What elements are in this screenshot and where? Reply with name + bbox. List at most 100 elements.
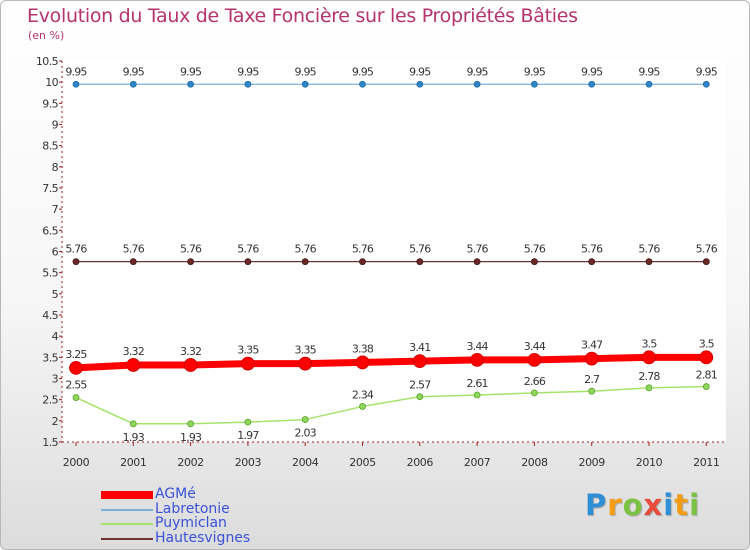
y-tick-label: 2.5	[42, 394, 58, 407]
data-point-labretonie	[301, 80, 309, 88]
legend-swatch-hautesvignes	[101, 537, 153, 540]
data-label-agm: 3.25	[65, 348, 87, 361]
y-tick-label: 1.5	[42, 436, 58, 449]
data-point-puymiclan	[531, 389, 538, 397]
data-point-puymiclan	[244, 418, 252, 426]
legend-label-agme: AGMé	[155, 486, 196, 502]
data-point-agm	[584, 351, 599, 366]
data-point-puymiclan	[588, 387, 596, 395]
data-label-puymiclan: 2.61	[466, 377, 487, 390]
y-tick-label: 9	[52, 119, 59, 132]
data-label-hautesvignes: 5.76	[638, 243, 660, 256]
data-label-puymiclan: 2.66	[524, 375, 546, 388]
data-label-labretonie: 9.95	[123, 65, 145, 78]
data-label-labretonie: 9.95	[466, 65, 488, 78]
x-tick-label: 2009	[578, 456, 605, 469]
data-point-puymiclan	[129, 420, 137, 428]
data-label-hautesvignes: 5.76	[524, 243, 546, 256]
data-label-agm: 3.5	[699, 337, 715, 350]
data-point-labretonie	[531, 80, 538, 88]
data-label-puymiclan: 2.78	[638, 370, 660, 383]
data-label-puymiclan: 1.93	[180, 431, 202, 444]
data-label-labretonie: 9.95	[524, 65, 546, 78]
data-label-hautesvignes: 5.76	[295, 243, 317, 256]
data-label-agm: 3.44	[524, 340, 546, 353]
data-point-hautesvignes	[645, 258, 653, 266]
data-label-agm: 3.38	[352, 342, 374, 355]
data-point-hautesvignes	[187, 258, 195, 266]
data-point-hautesvignes	[359, 258, 366, 266]
logo-letter: P	[585, 488, 608, 522]
legend-label-labretonie: Labretonie	[155, 500, 230, 517]
unit-label: (en %)	[28, 29, 65, 42]
logo-letter: o	[622, 488, 644, 522]
y-tick-label: 4.5	[42, 309, 58, 322]
data-point-agm	[69, 361, 83, 375]
data-label-hautesvignes: 5.76	[65, 243, 87, 256]
x-tick-label: 2006	[407, 456, 434, 469]
y-tick-label: 3	[52, 373, 59, 386]
y-tick-label: 4	[52, 330, 59, 343]
data-point-agm	[298, 356, 313, 371]
data-point-hautesvignes	[244, 258, 252, 266]
data-point-labretonie	[645, 80, 653, 88]
y-tick-label: 7.5	[42, 182, 58, 195]
legend-swatch-labretonie	[101, 508, 153, 511]
data-point-agm	[527, 352, 542, 367]
y-tick-label: 3.5	[42, 351, 58, 364]
data-label-labretonie: 9.95	[352, 65, 374, 78]
data-label-agm: 3.44	[466, 340, 488, 353]
data-point-hautesvignes	[129, 258, 137, 266]
y-tick-label: 7	[52, 203, 59, 216]
data-label-labretonie: 9.95	[409, 65, 431, 78]
x-tick-label: 2007	[464, 456, 491, 469]
data-label-puymiclan: 2.34	[352, 388, 374, 401]
data-label-labretonie: 9.95	[581, 65, 603, 78]
data-point-agm	[412, 354, 427, 369]
x-tick-label: 2011	[693, 456, 719, 469]
data-label-hautesvignes: 5.76	[123, 243, 145, 256]
data-label-puymiclan: 2.03	[295, 427, 317, 440]
data-point-agm	[240, 356, 255, 371]
data-point-puymiclan	[359, 403, 366, 410]
y-tick-label: 8.5	[42, 140, 58, 153]
data-point-agm	[642, 350, 656, 365]
data-label-hautesvignes: 5.76	[409, 243, 431, 256]
data-point-puymiclan	[416, 393, 424, 401]
y-tick-label: 10	[45, 76, 58, 89]
data-label-puymiclan: 1.93	[123, 431, 145, 444]
data-label-puymiclan: 2.57	[409, 379, 431, 392]
x-tick-label: 2005	[349, 456, 376, 469]
data-point-labretonie	[473, 80, 481, 88]
data-label-agm: 3.35	[237, 344, 259, 357]
x-tick-label: 2004	[292, 456, 319, 469]
data-label-agm: 3.47	[581, 339, 603, 352]
legend-swatch-puymiclan	[101, 523, 153, 525]
x-tick-label: 2010	[636, 456, 663, 469]
data-point-labretonie	[72, 80, 80, 88]
data-label-agm: 3.41	[409, 341, 430, 354]
data-label-puymiclan: 2.55	[65, 379, 87, 392]
data-label-labretonie: 9.95	[65, 65, 87, 78]
data-label-puymiclan: 1.97	[237, 429, 259, 442]
legend-swatch-agme	[101, 491, 153, 499]
x-tick-label: 2000	[63, 456, 90, 469]
x-tick-label: 2008	[521, 456, 548, 469]
y-tick-label: 10.5	[36, 55, 59, 68]
data-label-labretonie: 9.95	[638, 65, 660, 78]
x-tick-label: 2002	[177, 456, 203, 469]
y-tick-label: 5	[52, 288, 59, 301]
data-point-agm	[470, 352, 485, 367]
proxiti-logo: Proxiti	[585, 488, 700, 522]
data-point-puymiclan	[72, 394, 80, 401]
logo-letter: x	[643, 488, 664, 522]
data-label-puymiclan: 2.81	[696, 369, 717, 382]
data-point-hautesvignes	[702, 258, 710, 266]
y-tick-label: 8	[52, 161, 59, 174]
series-line-puymiclan	[75, 385, 707, 425]
data-label-hautesvignes: 5.76	[466, 243, 488, 256]
data-point-hautesvignes	[588, 258, 596, 266]
data-point-hautesvignes	[416, 258, 424, 266]
legend-label-puymiclan: Puymiclan	[155, 515, 227, 531]
